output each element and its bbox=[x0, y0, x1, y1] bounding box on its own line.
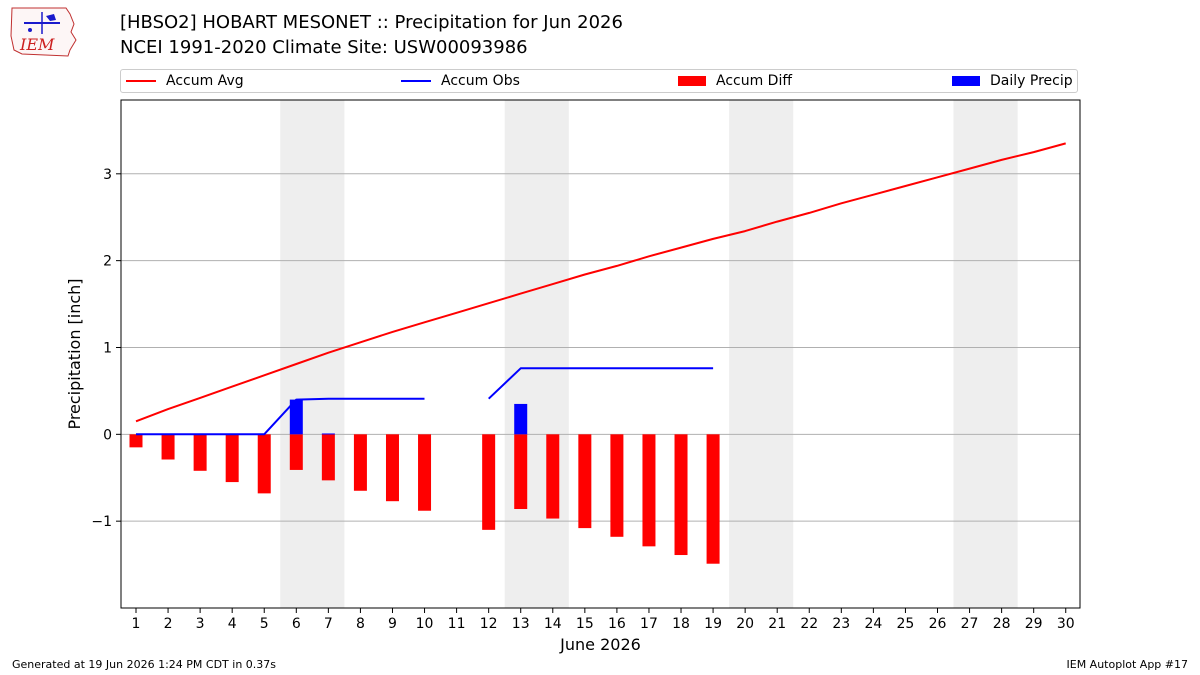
x-tick-label: 22 bbox=[800, 616, 818, 632]
x-tick-label: 18 bbox=[672, 616, 690, 632]
legend-label-accum-avg: Accum Avg bbox=[166, 73, 244, 89]
x-tick-label: 15 bbox=[576, 616, 594, 632]
legend-item-accum-diff: Accum Diff bbox=[678, 73, 792, 89]
accum-diff-bar bbox=[482, 434, 496, 530]
weekend-shade bbox=[953, 100, 1018, 608]
plot-frame bbox=[120, 99, 1081, 609]
legend-label-accum-diff: Accum Diff bbox=[716, 73, 793, 89]
weekend-shade bbox=[280, 100, 345, 608]
accum-diff-bar bbox=[353, 434, 367, 491]
y-axis-ticks: −1 0 1 2 3 bbox=[91, 167, 121, 530]
x-tick-label: 11 bbox=[448, 616, 466, 632]
legend-item-accum-obs: Accum Obs bbox=[401, 73, 520, 89]
accum-diff-bar bbox=[161, 434, 175, 460]
y-tick-label: 0 bbox=[103, 427, 112, 443]
x-tick-label: 12 bbox=[480, 616, 498, 632]
y-tick-label: 3 bbox=[103, 167, 112, 183]
x-tick-label: 16 bbox=[608, 616, 626, 632]
accum-diff-bar bbox=[514, 434, 528, 510]
daily-precip-bars bbox=[289, 399, 528, 435]
daily-precip-bar bbox=[514, 403, 528, 435]
y-axis-label: Precipitation [inch] bbox=[65, 278, 84, 429]
x-axis-label: June 2026 bbox=[559, 635, 641, 654]
legend-swatch-accum-diff bbox=[678, 76, 706, 86]
weekend-shade bbox=[504, 100, 569, 608]
accum-diff-bar bbox=[578, 434, 592, 529]
accum-diff-bar bbox=[289, 434, 303, 470]
x-tick-label: 29 bbox=[1025, 616, 1043, 632]
accum-diff-bar bbox=[706, 434, 720, 564]
accum-avg-line bbox=[135, 142, 1066, 423]
x-tick-label: 7 bbox=[324, 616, 333, 632]
y-tick-label: −1 bbox=[91, 514, 112, 530]
x-tick-label: 23 bbox=[832, 616, 850, 632]
x-tick-label: 28 bbox=[993, 616, 1011, 632]
y-tick-label: 1 bbox=[103, 340, 112, 356]
generated-note: Generated at 19 Jun 2026 1:24 PM CDT in … bbox=[12, 658, 277, 671]
x-tick-label: 2 bbox=[164, 616, 173, 632]
accum-diff-bar bbox=[129, 434, 143, 448]
legend-swatch-accum-avg bbox=[126, 80, 156, 82]
x-tick-label: 8 bbox=[356, 616, 365, 632]
x-axis-ticks: 1 2 3 4 5 6 7 8 9 10 11 12 13 14 15 16 17 18 19 20 21 22 23 24 2… bbox=[132, 608, 1075, 632]
accum-diff-bar bbox=[418, 434, 432, 511]
accum-diff-bar bbox=[321, 434, 335, 481]
legend-item-daily-precip: Daily Precip bbox=[952, 73, 1073, 89]
x-tick-label: 9 bbox=[388, 616, 397, 632]
accum-obs-line bbox=[136, 397, 425, 436]
x-tick-label: 13 bbox=[512, 616, 530, 632]
weekend-shade bbox=[729, 100, 794, 608]
svg-text:IEM: IEM bbox=[19, 35, 55, 54]
x-tick-label: 14 bbox=[544, 616, 562, 632]
iem-logo: IEM bbox=[10, 7, 77, 57]
accum-diff-bar bbox=[193, 434, 207, 471]
legend-swatch-daily-precip bbox=[952, 76, 980, 86]
accum-diff-bar bbox=[225, 434, 239, 483]
legend-item-accum-avg: Accum Avg bbox=[126, 73, 244, 89]
x-tick-label: 25 bbox=[897, 616, 915, 632]
x-tick-label: 17 bbox=[640, 616, 658, 632]
legend-label-accum-obs: Accum Obs bbox=[441, 73, 520, 89]
accum-diff-bar bbox=[610, 434, 624, 537]
y-tick-label: 2 bbox=[103, 254, 112, 270]
app-label: IEM Autoplot App #17 bbox=[1066, 658, 1189, 671]
x-tick-label: 3 bbox=[196, 616, 205, 632]
chart-title: [HBSO2] HOBART MESONET :: Precipitation … bbox=[120, 12, 623, 33]
accum-diff-bar bbox=[546, 434, 560, 519]
x-tick-label: 27 bbox=[961, 616, 979, 632]
series-lines bbox=[135, 142, 1066, 436]
chart-legend: Accum Avg Accum Obs Accum Diff Daily Pre… bbox=[120, 69, 1078, 93]
x-tick-label: 21 bbox=[768, 616, 786, 632]
accum-obs-line bbox=[488, 367, 714, 400]
x-tick-label: 30 bbox=[1057, 616, 1075, 632]
x-tick-label: 1 bbox=[132, 616, 141, 632]
x-tick-label: 24 bbox=[864, 616, 882, 632]
x-tick-label: 4 bbox=[228, 616, 237, 632]
weekend-shading bbox=[280, 100, 1018, 608]
accum-diff-bar bbox=[385, 434, 399, 502]
chart-subtitle: NCEI 1991-2020 Climate Site: USW00093986 bbox=[120, 37, 528, 58]
x-tick-label: 20 bbox=[736, 616, 754, 632]
daily-precip-bar bbox=[289, 399, 303, 435]
x-tick-label: 6 bbox=[292, 616, 301, 632]
daily-precip-bar bbox=[321, 433, 335, 435]
gridlines bbox=[121, 173, 1080, 522]
x-tick-label: 5 bbox=[260, 616, 269, 632]
x-tick-label: 26 bbox=[929, 616, 947, 632]
x-tick-label: 19 bbox=[704, 616, 722, 632]
legend-swatch-accum-obs bbox=[401, 80, 431, 82]
accum-diff-bar bbox=[642, 434, 656, 547]
accum-diff-bar bbox=[674, 434, 688, 556]
accum-diff-bar bbox=[257, 434, 271, 494]
x-tick-label: 10 bbox=[416, 616, 434, 632]
accum-diff-bars bbox=[129, 434, 720, 564]
legend-label-daily-precip: Daily Precip bbox=[990, 73, 1073, 89]
